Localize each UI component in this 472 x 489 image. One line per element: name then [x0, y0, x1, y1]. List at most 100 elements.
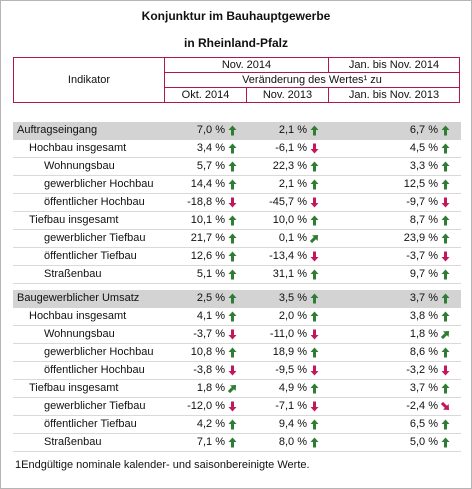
cell-value: -3,7 %	[193, 328, 225, 340]
trend-arrow	[441, 293, 450, 304]
cell-value: 4,5 %	[409, 142, 438, 154]
row-label: öffentlicher Hochbau	[44, 364, 145, 376]
cell-value: 8,6 %	[409, 346, 438, 358]
row-label: Wohnungsbau	[44, 328, 115, 340]
footnote-text: Endgültige nominale kalender- und saison…	[21, 459, 310, 471]
trend-icon	[441, 251, 450, 265]
cell-value: 7,1 %	[196, 436, 225, 448]
trend-icon	[228, 197, 237, 211]
cell-value: 8,7 %	[409, 214, 438, 226]
trend-icon	[228, 215, 237, 229]
trend-icon	[228, 419, 237, 433]
trend-arrow	[440, 330, 450, 340]
cell-value: 10,0 %	[272, 214, 307, 226]
trend-icon	[310, 365, 319, 379]
cell-value: 5,7 %	[196, 160, 225, 172]
cell-value: 9,7 %	[409, 268, 438, 280]
trend-icon	[228, 347, 237, 361]
table-row: gewerblicher Tiefbau 21,7 % 0,1 % 23,9 %	[13, 230, 461, 248]
trend-icon	[441, 215, 450, 229]
cell-value: 2,1 %	[278, 178, 307, 190]
trend-arrow	[310, 179, 319, 190]
trend-arrow	[228, 143, 237, 154]
trend-icon	[441, 311, 450, 325]
row-label: öffentlicher Tiefbau	[44, 418, 137, 430]
table-row: öffentlicher Tiefbau 12,6 % -13,4 % -3,7 %	[13, 248, 461, 266]
trend-arrow	[310, 161, 319, 172]
table-row: öffentlicher Hochbau -3,8 % -9,5 % -3,2 %	[13, 362, 461, 380]
cell-value: 21,7 %	[190, 232, 225, 244]
header-cell: Veränderung des Wertes¹ zu	[164, 72, 460, 88]
cell-value: 2,1 %	[278, 124, 307, 136]
trend-icon	[310, 383, 319, 397]
trend-arrow	[310, 329, 319, 340]
cell-value: 3,7 %	[409, 292, 438, 304]
row-label: Hochbau insgesamt	[29, 310, 127, 322]
trend-arrow	[228, 401, 237, 412]
trend-icon	[441, 179, 450, 193]
trend-icon	[228, 161, 237, 175]
trend-arrow	[228, 179, 237, 190]
trend-arrow	[441, 269, 450, 280]
table-row: Wohnungsbau -3,7 % -11,0 % 1,8 %	[13, 326, 461, 344]
trend-icon	[228, 251, 237, 265]
table-row: Straßenbau 7,1 % 8,0 % 5,0 %	[13, 434, 461, 452]
trend-arrow	[228, 347, 237, 358]
trend-arrow	[310, 311, 319, 322]
trend-icon	[441, 143, 450, 157]
row-label: gewerblicher Hochbau	[44, 178, 154, 190]
trend-icon	[228, 437, 237, 451]
cell-value: 3,5 %	[278, 292, 307, 304]
trend-icon	[441, 233, 450, 247]
trend-arrow	[228, 215, 237, 226]
table-row: Hochbau insgesamt 4,1 % 2,0 % 3,8 %	[13, 308, 461, 326]
table-row: gewerblicher Hochbau 14,4 % 2,1 % 12,5 %	[13, 176, 461, 194]
cell-value: 18,9 %	[272, 346, 307, 358]
cell-value: 31,1 %	[272, 268, 307, 280]
header-cell: Nov. 2013	[246, 87, 329, 103]
cell-value: -13,4 %	[269, 250, 307, 262]
cell-value: -3,2 %	[406, 364, 438, 376]
cell-value: -6,1 %	[275, 142, 307, 154]
row-label: gewerblicher Tiefbau	[44, 400, 146, 412]
trend-icon	[310, 419, 319, 433]
trend-icon	[228, 401, 237, 415]
trend-icon	[441, 269, 450, 283]
trend-arrow	[441, 215, 450, 226]
cell-value: 2,0 %	[278, 310, 307, 322]
cell-value: 5,0 %	[409, 436, 438, 448]
trend-icon	[441, 437, 450, 451]
trend-icon	[310, 329, 319, 343]
table-row: gewerblicher Tiefbau -12,0 % -7,1 % -2,4 %	[13, 398, 461, 416]
trend-icon	[228, 233, 237, 247]
trend-arrow	[227, 384, 237, 394]
trend-arrow	[310, 383, 319, 394]
trend-icon	[310, 251, 319, 265]
row-label: Wohnungsbau	[44, 160, 115, 172]
trend-arrow	[310, 347, 319, 358]
cell-value: 4,9 %	[278, 382, 307, 394]
trend-arrow	[441, 437, 450, 448]
table-row: Auftragseingang 7,0 % 2,1 % 6,7 %	[13, 122, 461, 140]
trend-icon	[228, 293, 237, 307]
cell-value: -9,5 %	[275, 364, 307, 376]
cell-value: 3,3 %	[409, 160, 438, 172]
trend-icon	[310, 215, 319, 229]
trend-arrow	[441, 419, 450, 430]
trend-arrow	[310, 401, 319, 412]
table-row: Tiefbau insgesamt 10,1 % 10,0 % 8,7 %	[13, 212, 461, 230]
row-label: Straßenbau	[44, 436, 102, 448]
cell-value: 4,2 %	[196, 418, 225, 430]
trend-icon	[228, 311, 237, 325]
cell-value: -3,7 %	[406, 250, 438, 262]
trend-icon	[441, 383, 450, 397]
cell-value: 3,8 %	[409, 310, 438, 322]
trend-arrow	[228, 365, 237, 376]
trend-arrow	[441, 179, 450, 190]
subtitle: in Rheinland-Pfalz	[183, 36, 288, 50]
cell-value: 12,5 %	[403, 178, 438, 190]
row-label: Baugewerblicher Umsatz	[17, 292, 140, 304]
table-row: Tiefbau insgesamt 1,8 % 4,9 % 3,7 %	[13, 380, 461, 398]
trend-arrow	[309, 234, 319, 244]
